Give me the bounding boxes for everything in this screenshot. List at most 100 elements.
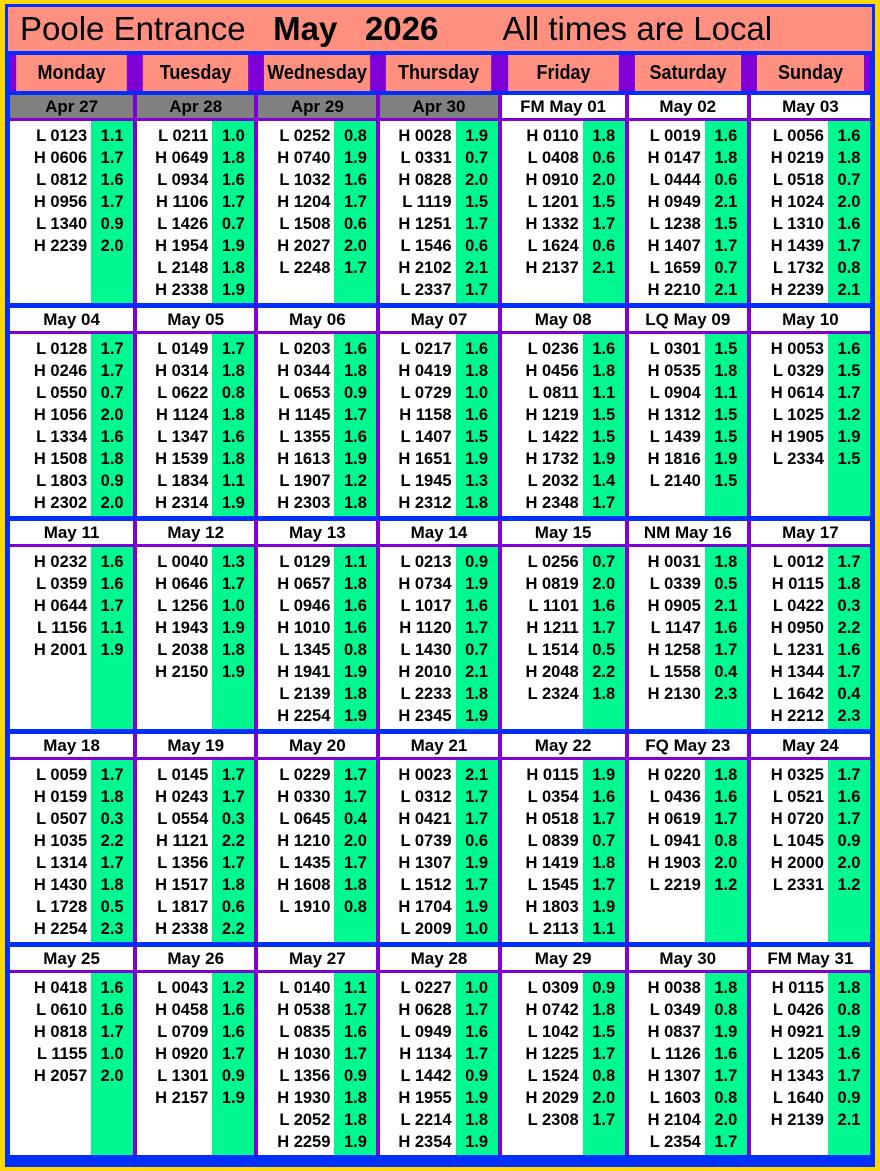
tide-height: 2.0 xyxy=(592,171,616,189)
tide-time: H 1124 xyxy=(155,406,209,424)
tide-time: H 0147 xyxy=(647,149,701,167)
tide-height: 1.6 xyxy=(343,171,367,189)
tide-heights: 1.8 0.8 1.9 1.6 1.7 0.9 2.1 xyxy=(827,973,870,1155)
tide-time: H 0038 xyxy=(647,979,701,997)
date-label: Apr 29 xyxy=(258,94,377,118)
tide-height: 1.8 xyxy=(714,553,738,571)
tide-time: H 1219 xyxy=(525,406,579,424)
tide-height: 0.8 xyxy=(343,641,367,659)
tide-time: H 1943 xyxy=(155,619,209,637)
tide-height: 1.6 xyxy=(837,1045,861,1063)
tide-time: H 0028 xyxy=(398,127,452,145)
tide-list: L 0019 H 0147 L 0444 H 0949 L 1238 H 1407 L 16… xyxy=(628,121,747,303)
date-label: May 21 xyxy=(380,733,498,757)
tide-height: 1.7 xyxy=(100,854,124,872)
tide-height: 1.2 xyxy=(221,979,245,997)
tide-height: 2.1 xyxy=(714,281,738,299)
date-label: FM May 31 xyxy=(750,946,870,970)
tide-height: 1.7 xyxy=(343,406,367,424)
tide-time: H 0053 xyxy=(770,340,824,358)
tide-time: L 1512 xyxy=(400,876,452,894)
tide-height: 1.6 xyxy=(100,1001,124,1019)
day-cell: FQ May 23 H 0220 L 0436 H 0619 L 0941 H 1903 L… xyxy=(628,733,747,942)
tide-height: 1.6 xyxy=(343,428,367,446)
tide-times: L 0217 H 0419 L 0729 H 1158 L 1407 H 1651 L 19… xyxy=(380,334,455,516)
tide-height: 1.2 xyxy=(837,876,861,894)
tide-height: 2.1 xyxy=(837,1111,861,1129)
tide-heights: 1.7 1.7 0.3 2.2 1.7 1.8 0.6 2.2 xyxy=(212,760,255,942)
tide-times: L 0149 H 0314 L 0622 H 1124 L 1347 H 1539 L 18… xyxy=(137,334,212,516)
tide-time: H 2345 xyxy=(398,707,452,725)
tide-time: H 0418 xyxy=(33,979,88,997)
tide-times: L 0145 H 0243 L 0554 H 1121 L 1356 H 1517 L 18… xyxy=(137,760,212,942)
tide-time: L 1347 xyxy=(157,428,209,446)
tide-times: L 0059 H 0159 L 0507 H 1035 L 1314 H 1430 L 17… xyxy=(10,760,91,942)
tide-time: H 2139 xyxy=(770,1111,824,1129)
tide-time: H 0456 xyxy=(525,362,579,380)
tide-time: H 2348 xyxy=(525,494,579,512)
tide-time: H 0110 xyxy=(526,127,579,145)
tide-height: 2.0 xyxy=(100,237,124,255)
tide-height: 2.1 xyxy=(465,663,489,681)
date-label: FQ May 23 xyxy=(628,733,747,757)
day-cell: Apr 30 H 0028 L 0331 H 0828 L 1119 H 1251 L 15… xyxy=(380,94,498,303)
tide-time: H 0628 xyxy=(398,1001,452,1019)
tide-height: 2.0 xyxy=(837,193,861,211)
tide-time: H 0905 xyxy=(647,597,701,615)
tide-time: L 1514 xyxy=(527,641,579,659)
tide-time: H 0314 xyxy=(155,362,209,380)
tide-height: 1.7 xyxy=(221,1045,245,1063)
tide-list: L 0123 H 0606 L 0812 H 0956 L 1340 H 2239 1.1 1… xyxy=(10,121,134,303)
tide-time: L 1147 xyxy=(650,619,701,637)
tide-heights: 1.6 1.6 1.7 1.1 1.9 xyxy=(91,547,134,729)
tide-height: 1.8 xyxy=(343,876,367,894)
tide-time: L 1334 xyxy=(36,428,88,446)
tide-heights: 1.1 1.8 1.6 1.6 0.8 1.9 1.8 1.9 xyxy=(334,547,377,729)
tide-time: H 1803 xyxy=(525,898,579,916)
day-cell: May 30 H 0038 L 0349 H 0837 L 1126 H 1307 L 16… xyxy=(628,946,747,1155)
tide-height: 0.7 xyxy=(100,384,124,402)
tide-time: H 1517 xyxy=(155,876,209,894)
tide-height: 1.9 xyxy=(837,428,861,446)
date-label: May 08 xyxy=(501,307,625,331)
tide-time: H 0458 xyxy=(155,1001,209,1019)
day-cell: May 06 L 0203 H 0344 L 0653 H 1145 L 1355 H 16… xyxy=(258,307,377,516)
tide-height: 0.4 xyxy=(837,685,861,703)
tide-height: 1.9 xyxy=(592,766,616,784)
tide-time: H 0419 xyxy=(398,362,452,380)
tide-time: L 0811 xyxy=(528,384,579,402)
tide-time: L 1356 xyxy=(157,854,209,872)
tide-time: H 1905 xyxy=(770,428,824,446)
tide-time: L 1045 xyxy=(772,832,824,850)
tide-height: 0.5 xyxy=(714,575,738,593)
tide-time: L 1728 xyxy=(36,898,88,916)
tide-time: H 0243 xyxy=(155,788,209,806)
tide-heights: 1.8 1.6 1.7 0.8 2.0 1.2 xyxy=(704,760,747,942)
tide-heights: 1.7 1.8 0.8 1.8 1.6 1.8 1.1 1.9 xyxy=(212,334,255,516)
tide-time: L 1356 xyxy=(279,1067,331,1085)
day-cell: Apr 29 L 0252 H 0740 L 1032 H 1204 L 1508 H 20… xyxy=(258,94,377,303)
tide-heights: 1.6 1.8 0.9 1.7 1.6 1.9 1.2 1.8 xyxy=(334,334,377,516)
tide-heights: 2.1 1.7 1.7 0.6 1.9 1.7 1.9 1.0 xyxy=(455,760,498,942)
tide-height: 0.9 xyxy=(343,1067,367,1085)
tide-height: 1.2 xyxy=(837,406,861,424)
tide-time: H 1539 xyxy=(155,450,209,468)
tide-time: L 0213 xyxy=(400,553,452,571)
tide-height: 2.0 xyxy=(714,1111,738,1129)
tide-time: L 0934 xyxy=(157,171,209,189)
tide-time: L 2214 xyxy=(400,1111,452,1129)
date-label: May 20 xyxy=(258,733,377,757)
tide-heights: 1.7 1.7 0.7 2.0 1.6 1.8 0.9 2.0 xyxy=(91,334,134,516)
tide-time: H 0614 xyxy=(770,384,824,402)
tide-height: 1.9 xyxy=(221,619,245,637)
tide-time: L 1156 xyxy=(36,619,88,637)
week-row: May 25 H 0418 L 0610 H 0818 L 1155 H 2057 1.6 1… xyxy=(8,946,872,1155)
tide-time: H 1508 xyxy=(33,450,88,468)
tide-time: H 2137 xyxy=(525,259,579,277)
tide-time: L 1439 xyxy=(649,428,701,446)
tide-height: 1.9 xyxy=(465,1133,489,1151)
tide-list: L 0043 H 0458 L 0709 H 0920 L 1301 H 2157 1.2 1… xyxy=(137,973,255,1155)
tide-height: 0.7 xyxy=(465,149,489,167)
tide-time: L 2052 xyxy=(279,1111,331,1129)
tide-time: L 2233 xyxy=(400,685,452,703)
